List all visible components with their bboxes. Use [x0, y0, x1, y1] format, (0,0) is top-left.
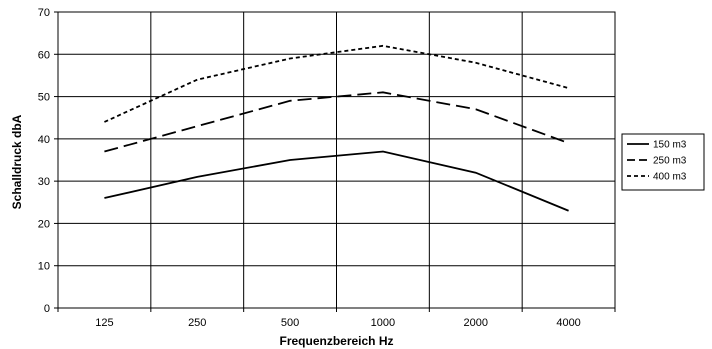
x-tick-label: 500: [281, 317, 299, 329]
x-axis: 125 250 500 1000 2000 4000: [57, 308, 616, 329]
legend-label-2: 250 m3: [653, 156, 687, 167]
series-line-3: [104, 44, 569, 123]
series-line-1: [104, 150, 569, 212]
y-axis-title: Schalldruck dbA: [10, 114, 24, 209]
y-tick-label: 60: [38, 49, 50, 61]
y-axis: 0 10 20 30 40 50 60 70: [38, 7, 58, 315]
x-tick-label: 125: [95, 317, 113, 329]
x-axis-title: Frequenzbereich Hz: [279, 334, 393, 348]
y-tick-label: 30: [38, 176, 50, 188]
y-tick-label: 50: [38, 92, 50, 104]
x-tick-label: 4000: [556, 317, 580, 329]
x-tick-label: 250: [188, 317, 206, 329]
x-tick-label: 1000: [371, 317, 395, 329]
legend-label-1: 150 m3: [653, 140, 687, 151]
grid-lines: [58, 12, 615, 308]
y-tick-label: 0: [44, 303, 50, 315]
y-tick-label: 40: [38, 134, 50, 146]
series-line-2: [104, 91, 569, 153]
legend: 150 m3 250 m3 400 m3: [621, 133, 705, 191]
y-tick-label: 70: [38, 7, 50, 19]
y-tick-label: 10: [38, 261, 50, 273]
series-lines: [104, 44, 569, 212]
x-tick-label: 2000: [464, 317, 488, 329]
y-tick-label: 20: [38, 218, 50, 230]
legend-label-3: 400 m3: [653, 172, 687, 183]
